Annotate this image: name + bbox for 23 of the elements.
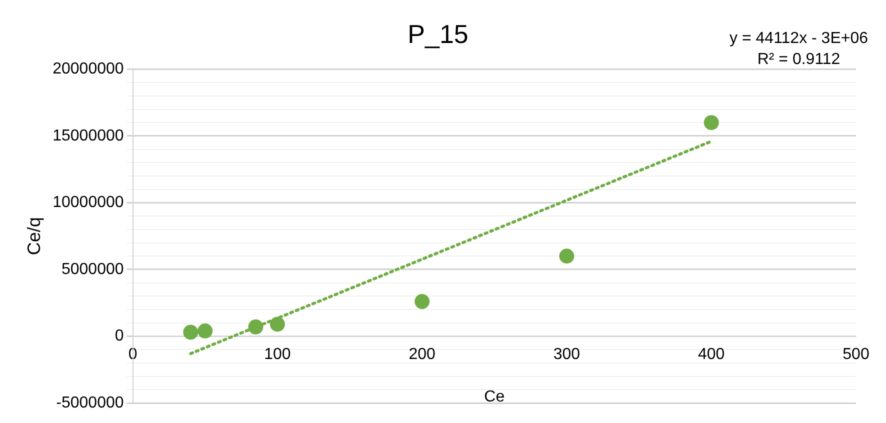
point bbox=[559, 248, 574, 264]
y-tick-label: 0 bbox=[114, 328, 124, 345]
point bbox=[183, 324, 198, 340]
text: y = 44112x - 3E+06 bbox=[730, 29, 868, 49]
point bbox=[270, 316, 285, 332]
x-tick-label: 300 bbox=[553, 346, 580, 364]
y-axis-title: Ce/q bbox=[24, 217, 44, 256]
y-tick-label: 10000000 bbox=[52, 194, 124, 212]
y-tick-label: 15000000 bbox=[52, 127, 124, 144]
point bbox=[198, 323, 213, 338]
text: R² = 0.9112 bbox=[756, 50, 842, 70]
point bbox=[704, 115, 719, 130]
y-tick-label: -5000000 bbox=[56, 394, 124, 412]
y-tick-label: 5000000 bbox=[61, 260, 124, 278]
point bbox=[248, 319, 264, 334]
x-axis-title: Ce bbox=[484, 388, 505, 406]
chart-title: P_15 bbox=[408, 18, 468, 49]
y-tick-label: 20000000 bbox=[52, 60, 124, 78]
x-tick-label: 500 bbox=[842, 346, 870, 364]
x-tick-label: 100 bbox=[264, 346, 291, 364]
x-tick-label: 200 bbox=[408, 346, 436, 364]
point bbox=[414, 294, 430, 310]
x-tick-label: 400 bbox=[698, 346, 725, 364]
